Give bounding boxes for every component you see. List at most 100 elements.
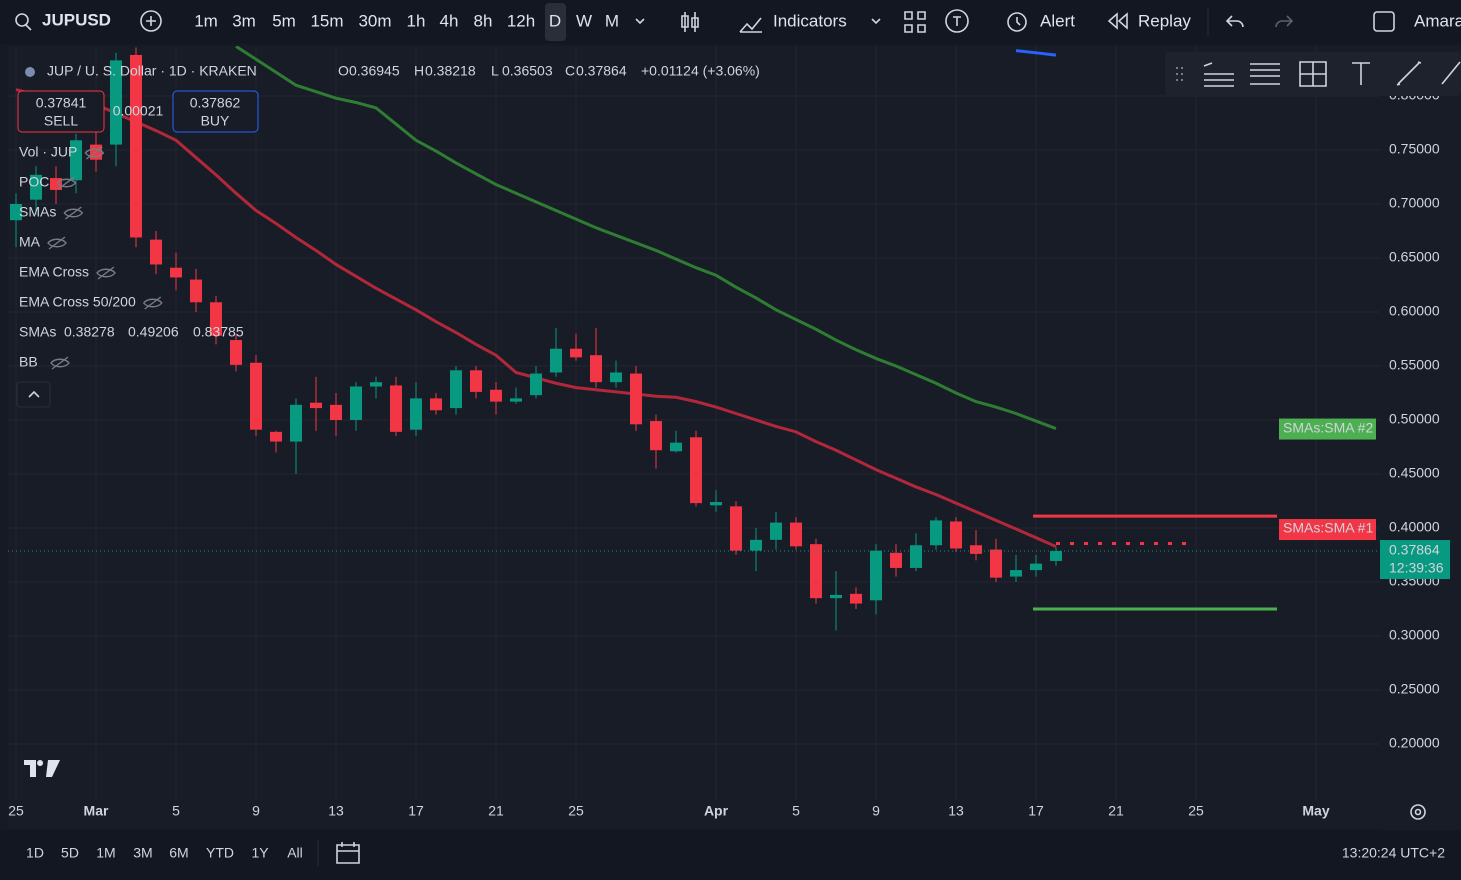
- layouts-button[interactable]: [904, 11, 926, 33]
- candle-body: [910, 545, 922, 568]
- range-button[interactable]: 3M: [133, 845, 152, 861]
- candle-body: [690, 437, 702, 504]
- x-tick-label: 17: [408, 803, 424, 819]
- candle-body: [510, 398, 522, 402]
- interval-button[interactable]: 1m: [194, 11, 218, 30]
- line-tool[interactable]: [1396, 61, 1422, 86]
- text-tool[interactable]: [1352, 62, 1370, 85]
- range-button[interactable]: 5D: [61, 845, 79, 861]
- range-button[interactable]: YTD: [206, 845, 234, 861]
- interval-button[interactable]: 15m: [310, 11, 343, 30]
- indicators-button[interactable]: Indicators: [773, 11, 847, 30]
- x-tick-label: 13: [948, 803, 964, 819]
- draw-tool-1[interactable]: [1203, 62, 1234, 87]
- replay-icon: [1107, 12, 1128, 30]
- y-tick-label: 0.65000: [1389, 249, 1440, 265]
- candle-body: [130, 54, 142, 238]
- indicators-dropdown[interactable]: [871, 18, 881, 25]
- candle-body: [630, 373, 642, 425]
- draw-tool-3[interactable]: [1299, 61, 1327, 87]
- replay-button[interactable]: Replay: [1138, 11, 1191, 30]
- compare-button[interactable]: [140, 10, 162, 32]
- redo-button[interactable]: [1275, 15, 1294, 28]
- candle-body: [430, 398, 442, 411]
- hidden-eye[interactable]: [47, 236, 67, 250]
- search-icon[interactable]: [15, 13, 29, 27]
- alert-icon: [1007, 12, 1027, 32]
- hidden-eye[interactable]: [50, 356, 70, 370]
- y-tick-label: 0.20000: [1389, 735, 1440, 751]
- series-name-box: [1279, 519, 1376, 541]
- ohlc-label: L: [491, 63, 499, 79]
- interval-button[interactable]: 8h: [474, 11, 493, 30]
- symbol-description: JUP / U. S. Dollar · 1D · KRAKEN: [47, 63, 257, 79]
- templates-button[interactable]: [945, 9, 969, 33]
- indicator-name: MA: [19, 234, 41, 250]
- candle-body: [550, 348, 562, 373]
- candle-body: [730, 506, 742, 551]
- interval-dropdown[interactable]: [635, 18, 645, 25]
- candle-body: [570, 348, 582, 358]
- candle-body: [470, 370, 482, 392]
- range-button[interactable]: All: [287, 845, 303, 861]
- candle-body: [650, 421, 662, 451]
- fullscreen-button[interactable]: [1373, 11, 1395, 32]
- candle-body: [790, 522, 802, 547]
- y-tick-label: 0.30000: [1389, 627, 1440, 643]
- hidden-eye[interactable]: [142, 296, 163, 310]
- search-icon-handle: [25, 24, 32, 31]
- x-tick-label: 5: [172, 803, 180, 819]
- y-tick-label: 0.75000: [1389, 141, 1440, 157]
- settings-button[interactable]: [1410, 804, 1426, 820]
- chart-type-button[interactable]: [681, 12, 699, 32]
- hidden-eye[interactable]: [96, 266, 116, 280]
- interval-button[interactable]: W: [576, 11, 592, 30]
- x-tick-label: 25: [568, 803, 584, 819]
- range-button[interactable]: 1Y: [251, 845, 269, 861]
- draw-tool-2[interactable]: [1250, 63, 1280, 85]
- user-button[interactable]: Amara: [1414, 11, 1461, 30]
- range-button[interactable]: 6M: [169, 845, 188, 861]
- sell-button[interactable]: [17, 90, 105, 133]
- brush-tool[interactable]: [1441, 61, 1461, 85]
- interval-button[interactable]: D: [549, 11, 561, 30]
- candle-body: [850, 593, 862, 604]
- y-tick-label: 0.55000: [1389, 357, 1440, 373]
- candle-body: [350, 386, 362, 420]
- range-button[interactable]: 1M: [96, 845, 115, 861]
- interval-button[interactable]: 5m: [272, 11, 296, 30]
- candle-body: [770, 522, 782, 540]
- grid: [8, 46, 1380, 800]
- x-tick-label: 17: [1028, 803, 1044, 819]
- y-tick-label: 0.50000: [1389, 411, 1440, 427]
- range-button[interactable]: 1D: [26, 845, 44, 861]
- interval-button[interactable]: 1h: [407, 11, 426, 30]
- collapse-legend[interactable]: [16, 381, 51, 408]
- interval-button[interactable]: 3m: [232, 11, 256, 30]
- hidden-eye[interactable]: [84, 146, 105, 160]
- hidden-eye[interactable]: [63, 206, 84, 220]
- last-price-box: [1380, 540, 1450, 580]
- compare-plus: [146, 16, 156, 26]
- interval-button[interactable]: 30m: [358, 11, 391, 30]
- x-tick-label: 9: [872, 803, 880, 819]
- drag-handle[interactable]: [1176, 67, 1183, 81]
- top-toolbar: [0, 0, 1461, 44]
- settings-center: [1414, 808, 1422, 816]
- buy-button[interactable]: [172, 90, 259, 133]
- sma3-legend-value: 0.83785: [193, 324, 244, 340]
- symbol-button[interactable]: JUPUSD: [42, 10, 111, 29]
- interval-button[interactable]: 12h: [507, 11, 535, 30]
- candle-body: [450, 370, 462, 409]
- interval-button[interactable]: M: [605, 11, 619, 30]
- goto-date-button[interactable]: [336, 842, 360, 864]
- candle-body: [710, 502, 722, 506]
- interval-button[interactable]: 4h: [440, 11, 459, 30]
- hidden-eye[interactable]: [56, 176, 77, 190]
- x-tick-label: 9: [252, 803, 260, 819]
- templates-t: [953, 16, 961, 26]
- ohlc-value: 0.36503: [502, 63, 553, 79]
- undo-button[interactable]: [1225, 15, 1244, 28]
- alert-button[interactable]: Alert: [1040, 11, 1075, 30]
